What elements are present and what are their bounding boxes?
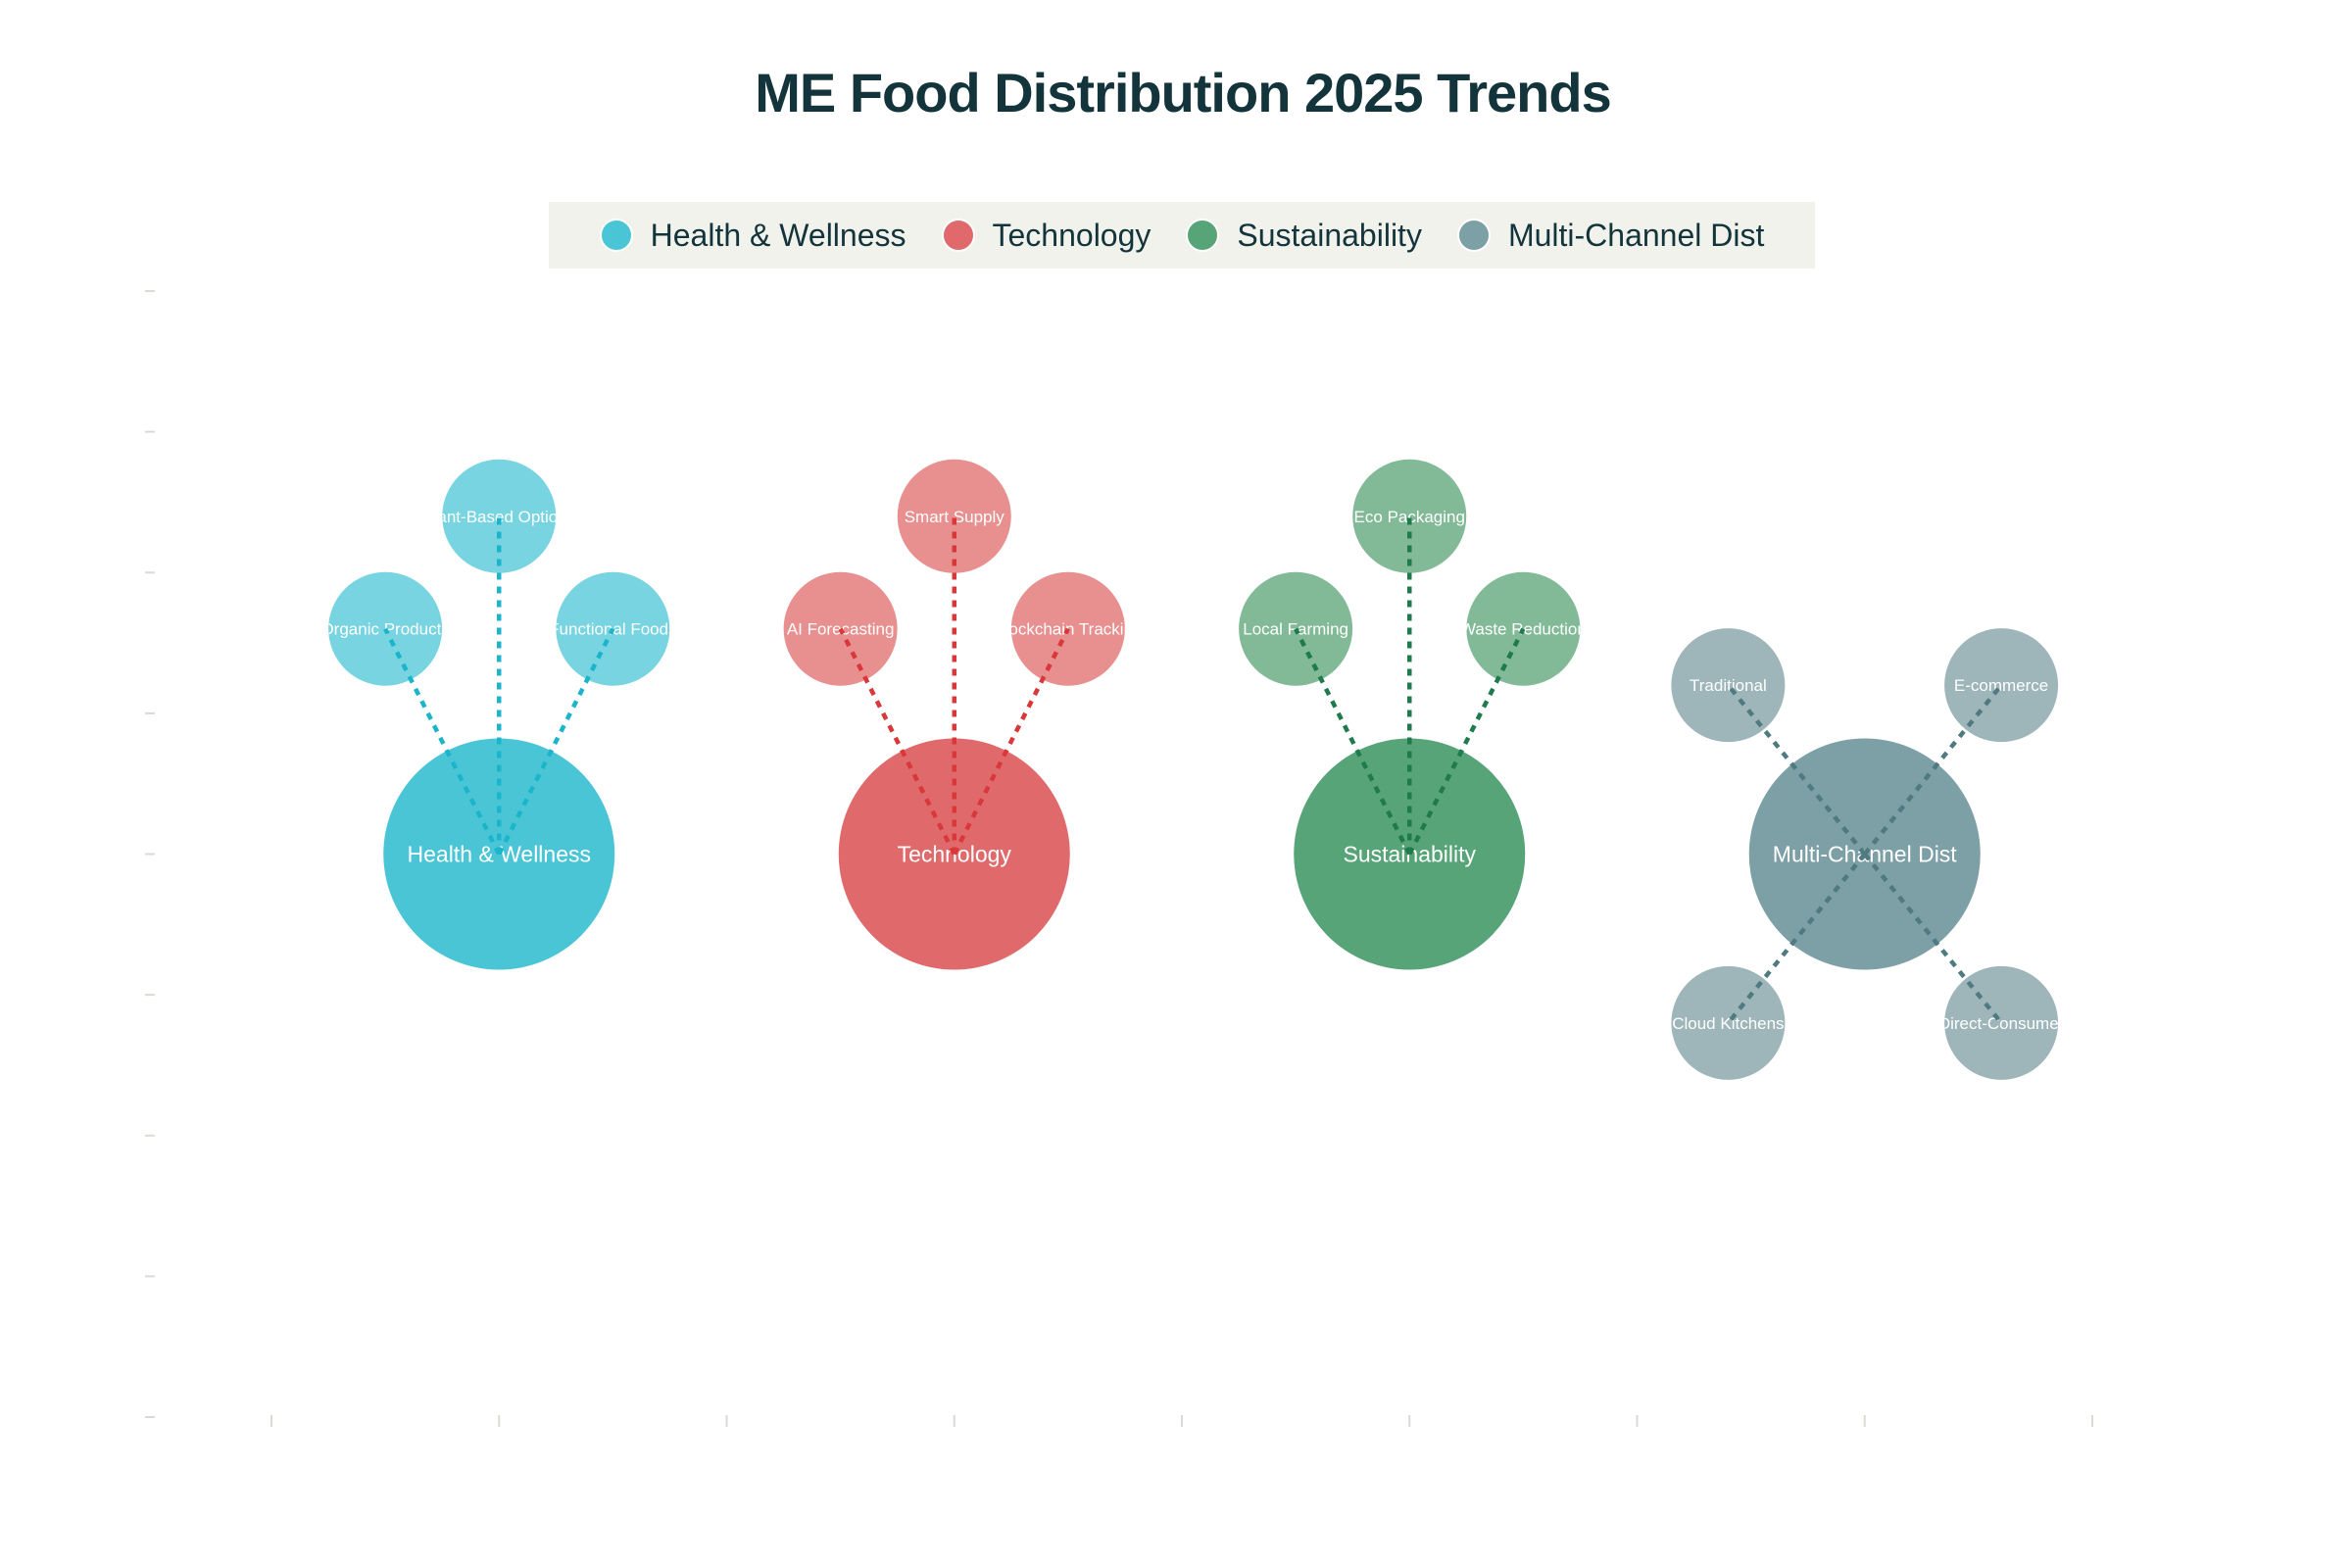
sub-label: Direct-Consumer	[1938, 1014, 2065, 1033]
sub-bubble[interactable]	[897, 459, 1011, 573]
sub-label: Traditional	[1690, 676, 1767, 695]
legend-label: Health & Wellness	[650, 217, 906, 253]
sub-bubble[interactable]	[1352, 459, 1467, 573]
connector-line	[1863, 683, 2003, 856]
connector-line	[1726, 683, 1867, 856]
legend-item[interactable]: Sustainability	[1186, 218, 1422, 254]
connector-line	[1863, 853, 2003, 1025]
legend-label: Multi-Channel Dist	[1507, 217, 1765, 253]
sub-bubble[interactable]	[1671, 965, 1786, 1080]
sub-label: E-commerce	[1954, 676, 2048, 695]
sub-label: Cloud Kitchens	[1672, 1014, 1784, 1033]
connector-line	[952, 627, 1070, 856]
legend-item[interactable]: Health & Wellness	[599, 217, 906, 254]
sub-label: Eco Packaging	[1354, 508, 1465, 526]
legend-item[interactable]: Multi-Channel Dist	[1456, 217, 1765, 254]
connector-line	[1726, 853, 1867, 1025]
connector-line	[1407, 627, 1526, 856]
legend-item[interactable]: Technology	[941, 217, 1152, 254]
legend: Health & Wellness Technology Sustainabilit…	[549, 202, 1815, 269]
legend-marker	[599, 219, 633, 252]
sub-bubble[interactable]	[1671, 628, 1786, 743]
legend-marker	[941, 219, 975, 252]
sub-bubble[interactable]	[1944, 965, 2059, 1080]
legend-marker	[1456, 219, 1491, 252]
legend-label: Sustainability	[1237, 217, 1422, 253]
sub-label: Smart Supply	[905, 508, 1005, 526]
connector-line	[838, 627, 956, 856]
connector-line	[497, 627, 615, 856]
connector-line	[1294, 627, 1412, 856]
sub-bubble[interactable]	[442, 459, 557, 573]
connector-line	[383, 627, 502, 856]
legend-marker	[1186, 219, 1220, 252]
chart-title: ME Food Distribution 2025 Trends	[755, 62, 1611, 123]
sub-bubble[interactable]	[1944, 628, 2059, 743]
legend-label: Technology	[992, 217, 1152, 253]
sub-label: Plant-Based Options	[422, 508, 575, 526]
